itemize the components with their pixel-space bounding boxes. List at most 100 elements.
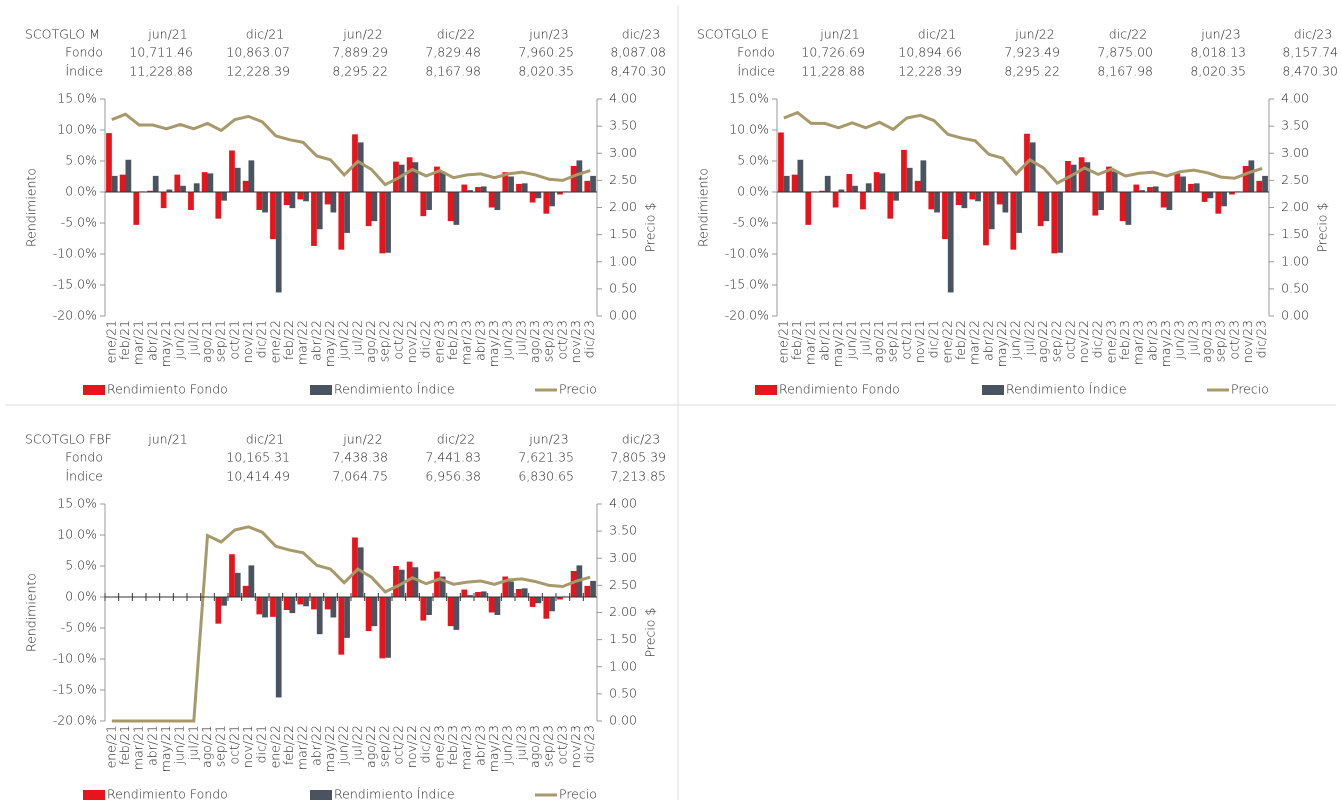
x-tick-label: dic/21 <box>254 320 269 358</box>
table-column: dic/22 <box>437 27 475 42</box>
bar <box>324 597 331 610</box>
x-tick-label: may/23 <box>1158 320 1173 367</box>
y2-axis-title: Precio $ <box>643 203 658 253</box>
x-tick-label: sep/22 <box>1049 320 1064 362</box>
bar <box>852 185 858 192</box>
bar <box>824 175 831 192</box>
y-tick-label: 15.0% <box>57 496 97 511</box>
table-cell: 8,167.98 <box>1097 64 1153 79</box>
bar <box>516 183 522 192</box>
bar <box>215 192 222 219</box>
y2-tick-label: 4.00 <box>609 496 637 511</box>
x-tick-label: feb/22 <box>281 725 296 765</box>
table-cell: 10,414.49 <box>226 469 290 484</box>
x-tick-label: feb/23 <box>445 725 460 765</box>
bar <box>502 172 509 192</box>
table-column: jun/22 <box>1014 27 1054 42</box>
bar <box>535 192 542 199</box>
table-column: dic/23 <box>622 432 660 447</box>
bar <box>1166 192 1173 210</box>
bar <box>873 172 880 192</box>
bar <box>166 189 173 192</box>
y2-tick-label: 1.00 <box>609 658 637 673</box>
bar <box>379 597 386 659</box>
y-tick-label: -15.0% <box>53 682 97 697</box>
bar <box>406 157 413 192</box>
bar <box>996 192 1003 205</box>
bar <box>106 133 112 192</box>
x-tick-label: mar/21 <box>803 320 818 365</box>
bar <box>133 192 140 225</box>
x-tick-label: feb/21 <box>117 725 132 765</box>
bar <box>262 192 268 213</box>
legend-swatch <box>755 385 777 395</box>
bar <box>1133 184 1140 192</box>
bar <box>248 565 255 597</box>
bar <box>521 183 528 192</box>
table-column: dic/21 <box>246 27 284 42</box>
x-tick-label: ene/23 <box>431 320 446 363</box>
table-label: SCOTGLO E <box>697 27 769 42</box>
y2-tick-label: 3.00 <box>1281 145 1309 160</box>
bar <box>311 597 317 610</box>
y2-tick-label: 2.00 <box>1281 199 1309 214</box>
bar <box>215 597 222 624</box>
bar <box>1051 192 1058 254</box>
bar <box>1043 192 1050 222</box>
bar <box>193 183 200 192</box>
bar <box>521 588 528 597</box>
x-tick-label: jul/23 <box>513 320 528 356</box>
bar <box>152 175 159 192</box>
y-axis-title: Rendimiento <box>24 168 39 247</box>
y-tick-label: -10.0% <box>725 246 769 261</box>
x-tick-label: ene/21 <box>775 320 790 363</box>
bar <box>1016 192 1022 233</box>
x-tick-label: jun/23 <box>1172 320 1187 360</box>
bar <box>969 192 976 200</box>
bar <box>371 597 378 627</box>
table-column: jun/21 <box>147 432 187 447</box>
x-tick-label: mar/22 <box>967 320 982 365</box>
bar <box>330 192 337 213</box>
x-tick-label: abr/21 <box>816 320 831 361</box>
bar <box>229 150 235 192</box>
bar <box>229 554 235 597</box>
legend-label: Rendimiento Índice <box>334 787 455 802</box>
y2-tick-label: 2.00 <box>609 604 637 619</box>
bar <box>371 192 378 222</box>
legend-label: Rendimiento Índice <box>334 382 455 397</box>
bar <box>385 192 391 253</box>
bar <box>576 160 583 192</box>
x-tick-label: may/21 <box>830 320 845 367</box>
bar <box>557 192 563 195</box>
bar <box>297 597 304 605</box>
legend-swatch <box>310 385 332 395</box>
table-cell: 10,726.69 <box>801 45 865 60</box>
y-tick-label: -5.0% <box>61 215 97 230</box>
x-tick-label: mar/23 <box>459 725 474 770</box>
table-cell: 7,441.83 <box>425 450 481 465</box>
x-tick-label: may/21 <box>158 320 173 367</box>
bar <box>1152 186 1159 192</box>
table-cell: 10,711.46 <box>129 45 193 60</box>
bar <box>262 597 268 618</box>
bar <box>819 190 825 192</box>
y2-tick-label: 1.00 <box>609 253 637 268</box>
price-line <box>783 110 1263 185</box>
bar <box>221 597 227 606</box>
bar <box>256 597 263 615</box>
price-line <box>111 112 591 187</box>
bar <box>934 192 940 213</box>
x-tick-label: dic/23 <box>1254 320 1269 358</box>
bar <box>434 571 440 597</box>
table-column: jun/23 <box>1200 27 1240 42</box>
y2-tick-label: 2.50 <box>609 577 637 592</box>
x-tick-label: may/21 <box>158 725 173 772</box>
x-tick-label: ene/21 <box>103 725 118 768</box>
x-tick-label: mar/21 <box>131 725 146 770</box>
bar <box>557 597 563 600</box>
table-cell: 8,295.22 <box>1004 64 1060 79</box>
bar <box>488 192 495 208</box>
y2-tick-label: 1.50 <box>1281 226 1309 241</box>
